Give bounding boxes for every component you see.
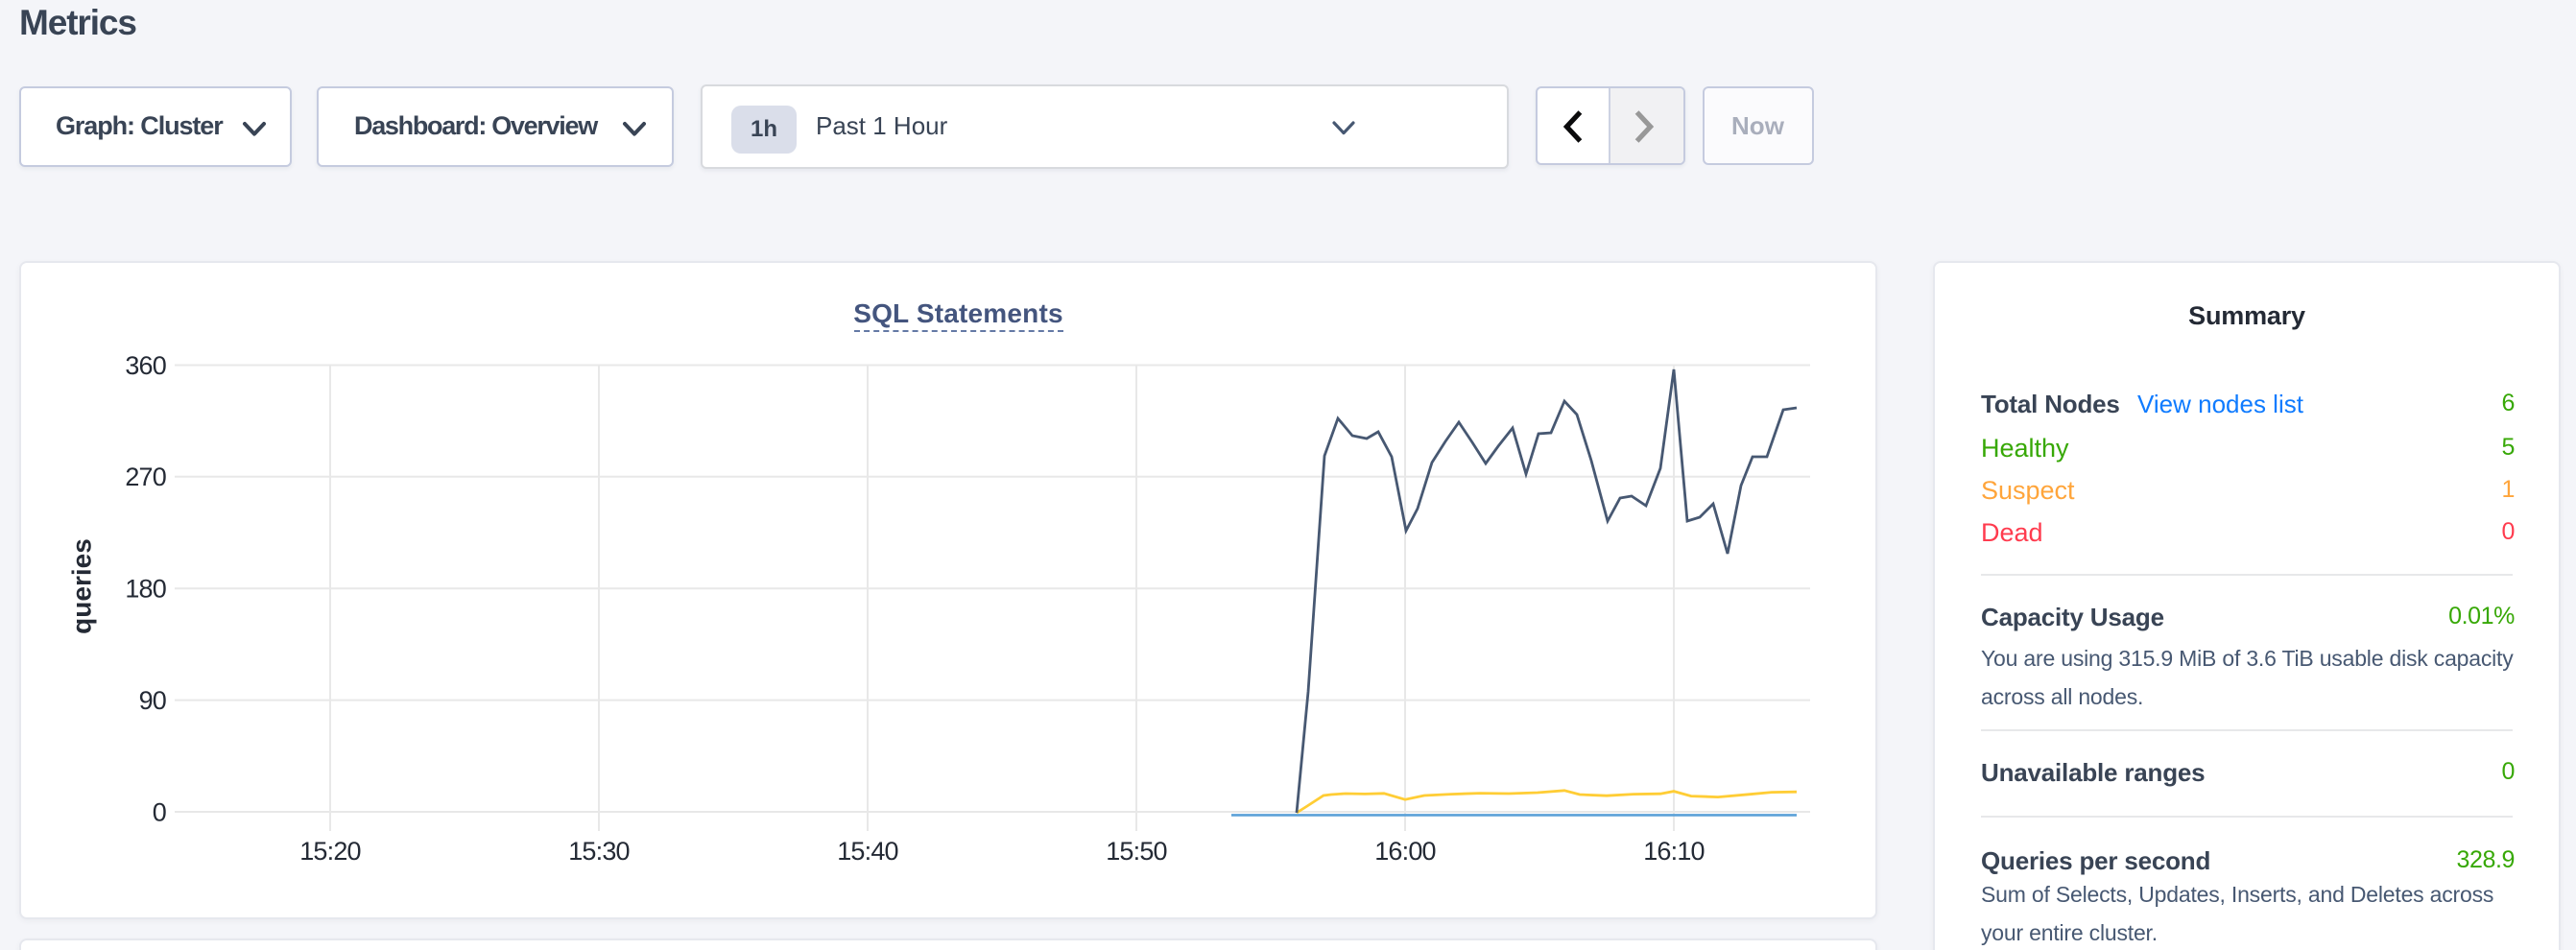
svg-text:180: 180 bbox=[125, 575, 166, 604]
svg-text:15:50: 15:50 bbox=[1106, 837, 1167, 866]
svg-text:16:00: 16:00 bbox=[1374, 837, 1436, 866]
svg-text:15:20: 15:20 bbox=[299, 837, 361, 866]
svg-text:270: 270 bbox=[125, 463, 166, 491]
svg-text:16:10: 16:10 bbox=[1643, 837, 1705, 866]
svg-text:360: 360 bbox=[125, 351, 166, 380]
svg-text:90: 90 bbox=[139, 686, 166, 715]
svg-text:0: 0 bbox=[153, 797, 166, 826]
svg-text:queries: queries bbox=[67, 538, 97, 634]
svg-text:15:40: 15:40 bbox=[837, 837, 898, 866]
svg-text:15:30: 15:30 bbox=[568, 837, 630, 866]
